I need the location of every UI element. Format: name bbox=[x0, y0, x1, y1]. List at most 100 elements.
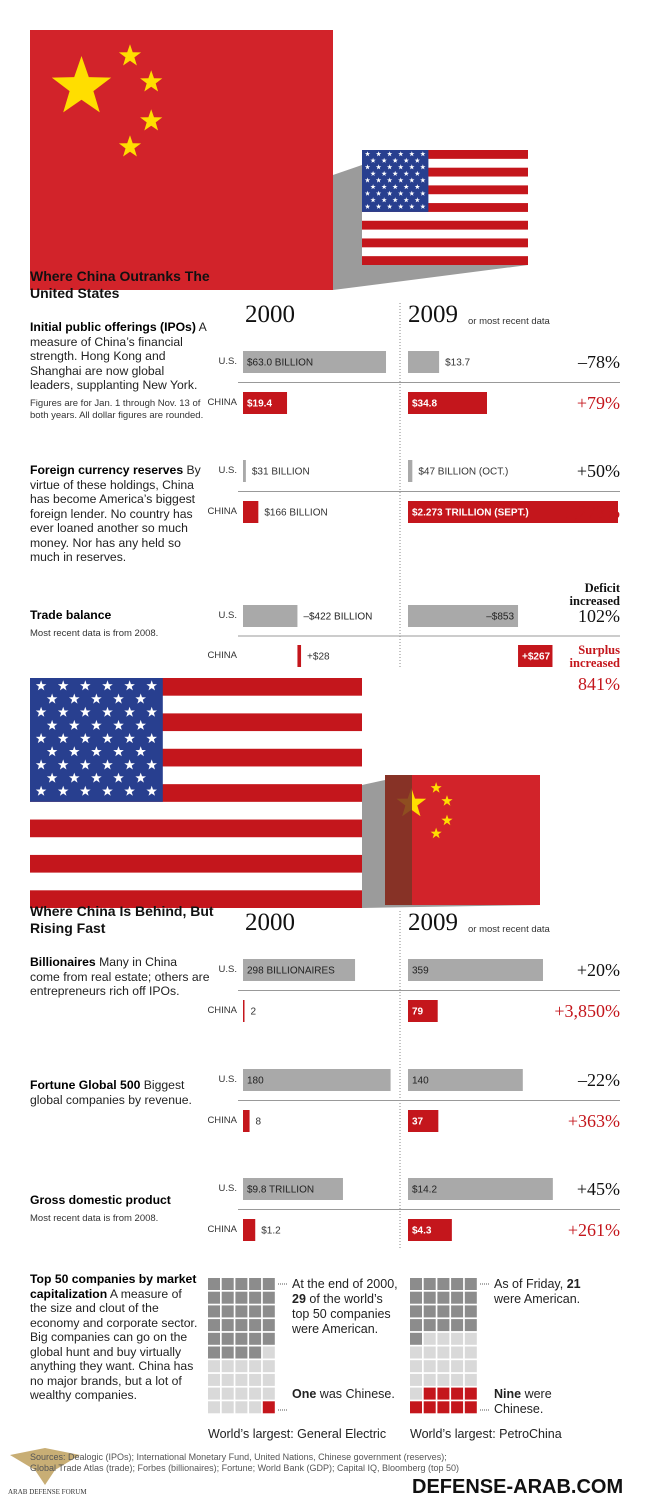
bar bbox=[408, 959, 543, 981]
flag-stripe bbox=[30, 819, 362, 838]
flag-star bbox=[375, 203, 382, 209]
us-company bbox=[437, 1319, 450, 1332]
bar-label: +$267 bbox=[522, 652, 551, 663]
china-flag bbox=[30, 30, 333, 290]
other-company bbox=[249, 1373, 262, 1386]
us-company bbox=[221, 1278, 234, 1290]
other-company bbox=[464, 1346, 477, 1359]
us-company bbox=[423, 1291, 436, 1304]
us-company bbox=[235, 1291, 248, 1304]
flag-star bbox=[124, 759, 135, 770]
flag-star bbox=[381, 184, 387, 190]
flag-star bbox=[102, 680, 113, 691]
bar bbox=[408, 1219, 452, 1241]
flag-shade bbox=[385, 775, 412, 905]
bar bbox=[408, 1069, 523, 1091]
flag-star bbox=[146, 759, 157, 770]
section-title: Where China Outranks The United States bbox=[30, 268, 210, 301]
flag-star bbox=[113, 746, 124, 757]
flag-star bbox=[409, 151, 415, 157]
flag-star bbox=[51, 56, 112, 113]
country-label: CHINA bbox=[207, 1224, 237, 1235]
flag-stripe bbox=[362, 220, 528, 230]
flag-star bbox=[80, 680, 91, 691]
bar-label: 2 bbox=[251, 1007, 257, 1018]
flag-star bbox=[35, 759, 47, 770]
flag-star bbox=[414, 157, 420, 163]
us-company bbox=[437, 1305, 450, 1318]
other-company bbox=[464, 1373, 477, 1386]
flag-star bbox=[69, 746, 80, 757]
flag-star bbox=[69, 719, 80, 730]
bar-label: +$28 bbox=[307, 652, 330, 663]
flag-star bbox=[381, 197, 387, 203]
flag-star bbox=[57, 785, 69, 796]
flag-star bbox=[375, 164, 382, 170]
flag-star bbox=[364, 203, 371, 209]
other-company bbox=[208, 1401, 220, 1414]
other-company bbox=[208, 1373, 220, 1386]
us-company bbox=[235, 1305, 248, 1318]
flag-star bbox=[387, 190, 393, 196]
other-company bbox=[410, 1346, 422, 1359]
metric-description: Many in China come from real estate; oth… bbox=[30, 955, 210, 998]
flag-star bbox=[381, 170, 387, 176]
bar bbox=[243, 1110, 250, 1132]
bar bbox=[243, 1178, 343, 1200]
year-header: 2009 bbox=[408, 909, 458, 936]
flag-star bbox=[91, 746, 102, 757]
china-company bbox=[410, 1401, 422, 1414]
metric-description: By virtue of these holdings, China has b… bbox=[30, 463, 201, 564]
flag-star bbox=[409, 177, 415, 183]
flag-star bbox=[69, 693, 80, 704]
flag-star bbox=[403, 170, 409, 176]
flag-star bbox=[102, 706, 113, 717]
flag-star bbox=[146, 733, 157, 744]
us-company bbox=[262, 1305, 275, 1318]
bar-label: 180 bbox=[247, 1076, 264, 1087]
flag-star bbox=[46, 719, 58, 730]
other-company bbox=[410, 1360, 422, 1373]
us-count: 21 bbox=[566, 1277, 581, 1291]
largest-company: World’s largest: General Electric bbox=[208, 1427, 387, 1441]
flag-star bbox=[420, 190, 426, 196]
flag-star bbox=[135, 719, 146, 730]
other-company bbox=[235, 1401, 248, 1414]
bar-label: 79 bbox=[412, 1007, 424, 1018]
change-value: 841% bbox=[578, 674, 620, 694]
flag-star bbox=[420, 203, 426, 209]
flag-star bbox=[430, 782, 442, 793]
bar-label: $13.7 bbox=[445, 358, 470, 369]
metric-text: Billionaires Many in China come from rea… bbox=[30, 955, 210, 999]
flag-star bbox=[409, 203, 415, 209]
us-company bbox=[208, 1305, 220, 1318]
logo-shape bbox=[10, 1448, 80, 1485]
flag-star bbox=[387, 203, 393, 209]
flag-star bbox=[35, 733, 47, 744]
bar bbox=[297, 645, 302, 667]
other-company bbox=[451, 1360, 464, 1373]
other-company bbox=[208, 1387, 220, 1400]
country-label: CHINA bbox=[207, 1115, 237, 1126]
metric-text: Initial public offerings (IPOs) A measur… bbox=[30, 320, 210, 422]
bar-label: –$853 bbox=[486, 612, 514, 623]
bar bbox=[243, 501, 259, 523]
us-company bbox=[423, 1305, 436, 1318]
flag-star bbox=[91, 772, 102, 783]
other-company bbox=[464, 1332, 477, 1345]
year-header: 2000 bbox=[245, 301, 295, 328]
flag-star bbox=[124, 680, 135, 691]
year-header: 2009 bbox=[408, 301, 458, 328]
flag-star bbox=[420, 164, 426, 170]
other-company bbox=[221, 1373, 234, 1386]
us-company bbox=[262, 1291, 275, 1304]
flag-star bbox=[146, 706, 157, 717]
flag-star bbox=[102, 785, 113, 796]
us-company bbox=[464, 1319, 477, 1332]
us-company bbox=[464, 1278, 477, 1290]
bar bbox=[243, 351, 387, 373]
flag-star bbox=[403, 157, 409, 163]
us-company bbox=[235, 1319, 248, 1332]
country-label: U.S. bbox=[218, 610, 237, 621]
text: were Chinese. bbox=[494, 1387, 552, 1416]
